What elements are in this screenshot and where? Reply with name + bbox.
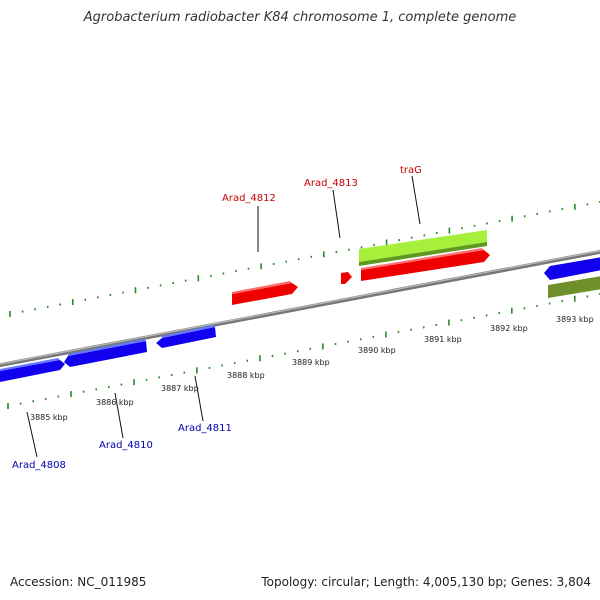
lower-tick-track [7, 293, 600, 409]
scale-label: 3893 kbp [556, 315, 594, 324]
gene-label-arad-4808[interactable]: Arad_4808 [12, 460, 66, 471]
scale-label: 3886 kbp [96, 398, 134, 407]
genome-summary-text: Topology: circular; Length: 4,005,130 bp… [261, 575, 591, 589]
feature-highlight-green[interactable] [359, 230, 487, 266]
scale-label: 3889 kbp [292, 358, 330, 367]
feature-olive[interactable] [548, 276, 600, 298]
scale-label: 3887 kbp [161, 384, 199, 393]
upper-tick-track [9, 201, 600, 317]
genome-backbone [0, 249, 600, 368]
scale-label: 3885 kbp [30, 413, 68, 422]
gene-arad-4810[interactable] [64, 339, 147, 367]
scale-label: 3890 kbp [358, 346, 396, 355]
gene-trag[interactable] [361, 248, 490, 281]
scale-label: 3891 kbp [424, 335, 462, 344]
map-title: Agrobacterium radiobacter K84 chromosome… [83, 10, 517, 25]
gene-reverse-right[interactable] [544, 257, 600, 280]
scale-label: 3888 kbp [227, 371, 265, 380]
gene-arad-4812[interactable] [232, 281, 298, 305]
gene-arad-4808[interactable] [0, 358, 65, 382]
gene-label-arad-4813[interactable]: Arad_4813 [304, 178, 358, 189]
accession-text: Accession: NC_011985 [10, 575, 147, 589]
scale-label: 3892 kbp [490, 324, 528, 333]
gene-label-trag[interactable]: traG [400, 165, 422, 176]
gene-label-arad-4811[interactable]: Arad_4811 [178, 423, 232, 434]
gene-arad-4813[interactable] [341, 272, 352, 284]
gene-label-arad-4810[interactable]: Arad_4810 [99, 440, 153, 451]
gene-label-arad-4812[interactable]: Arad_4812 [222, 193, 276, 204]
gene-arad-4811[interactable] [156, 325, 216, 348]
